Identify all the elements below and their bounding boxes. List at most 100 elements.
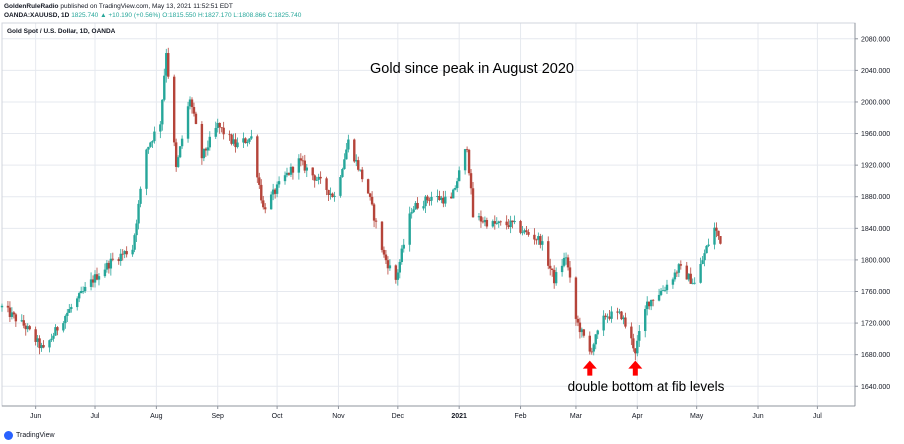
candle-body bbox=[232, 139, 235, 144]
candle-body bbox=[457, 170, 461, 182]
candle-body bbox=[109, 258, 113, 269]
candle-body bbox=[163, 75, 166, 100]
candle-body bbox=[455, 181, 459, 189]
candle-body bbox=[311, 167, 314, 176]
candle bbox=[260, 179, 263, 204]
candle-body bbox=[400, 248, 403, 263]
candle-body bbox=[687, 273, 690, 280]
candle bbox=[438, 190, 441, 201]
candle-body bbox=[596, 330, 599, 335]
candle-body bbox=[52, 335, 55, 339]
candle-body bbox=[81, 291, 85, 292]
candle-body bbox=[14, 314, 18, 322]
candle-body bbox=[493, 221, 497, 224]
candle bbox=[202, 148, 206, 162]
candle bbox=[70, 303, 73, 313]
candle-body bbox=[119, 253, 122, 262]
candle bbox=[657, 288, 661, 302]
candle-body bbox=[576, 318, 580, 323]
candle bbox=[636, 335, 639, 357]
candle-body bbox=[297, 158, 301, 173]
candle bbox=[602, 310, 605, 336]
candle-body bbox=[442, 197, 445, 204]
candle bbox=[311, 167, 314, 181]
candle-body bbox=[194, 113, 198, 124]
candle-body bbox=[440, 197, 443, 201]
candle-body bbox=[176, 157, 180, 167]
candle-body bbox=[665, 284, 669, 291]
candle bbox=[511, 220, 514, 229]
candle bbox=[28, 324, 31, 331]
candle-body bbox=[36, 338, 39, 342]
candle-body bbox=[594, 334, 597, 345]
candle bbox=[707, 238, 710, 248]
candle bbox=[305, 163, 308, 178]
candle bbox=[258, 172, 261, 189]
candle bbox=[491, 219, 495, 228]
candle bbox=[590, 347, 593, 355]
candle bbox=[139, 186, 142, 208]
candle bbox=[645, 296, 649, 316]
tradingview-logo-icon bbox=[4, 431, 13, 440]
time-axis[interactable]: Jun Jul Aug Sep Oct Nov Dec 2021 Feb Mar Apr May Jun… bbox=[2, 405, 855, 420]
candle bbox=[455, 177, 459, 193]
candle-body bbox=[111, 258, 115, 260]
candle bbox=[172, 74, 176, 147]
candle-body bbox=[436, 196, 439, 197]
instrument-label: Gold Spot / U.S. Dollar, 1D, OANDA bbox=[7, 28, 116, 35]
candle-body bbox=[345, 149, 348, 160]
candle-body bbox=[153, 131, 156, 142]
candle bbox=[412, 206, 415, 214]
candle-body bbox=[68, 309, 71, 313]
candle-body bbox=[374, 220, 378, 222]
candle bbox=[178, 146, 182, 159]
price-tick-label: 1960.000 bbox=[861, 131, 890, 138]
candle-body bbox=[410, 212, 413, 214]
candle bbox=[192, 102, 196, 117]
candle bbox=[394, 264, 398, 284]
candle-body bbox=[83, 286, 87, 292]
candle bbox=[675, 270, 679, 277]
candle-body bbox=[305, 167, 308, 171]
candle-body bbox=[204, 148, 208, 151]
footer-brand[interactable]: TradingView bbox=[16, 432, 55, 439]
candle-body bbox=[103, 269, 107, 277]
candle-body bbox=[283, 175, 287, 182]
candle-body bbox=[244, 138, 247, 144]
candle bbox=[521, 226, 524, 236]
candle-body bbox=[178, 146, 182, 158]
candle-body bbox=[165, 53, 168, 76]
candle bbox=[36, 335, 39, 348]
time-tick-label: Mar bbox=[570, 413, 583, 420]
candle bbox=[303, 154, 307, 174]
candle bbox=[327, 189, 330, 202]
candle-body bbox=[450, 196, 453, 199]
candle-body bbox=[622, 317, 625, 320]
candle bbox=[91, 275, 95, 288]
candle-body bbox=[299, 158, 303, 161]
author-name[interactable]: GoldenRuleRadio bbox=[4, 3, 59, 10]
candle bbox=[594, 333, 597, 350]
candle-body bbox=[214, 128, 217, 137]
candle-body bbox=[355, 160, 358, 162]
candle-body bbox=[6, 305, 10, 308]
candle-body bbox=[691, 283, 694, 285]
price-axis[interactable]: 2080.000 2040.000 2000.000 1960.000 1920.000… bbox=[854, 23, 890, 406]
candle-body bbox=[519, 220, 522, 233]
candle bbox=[22, 315, 25, 329]
candle-body bbox=[317, 176, 320, 180]
candle bbox=[596, 329, 599, 339]
candle bbox=[485, 217, 489, 229]
candle-body bbox=[632, 338, 635, 349]
candle bbox=[107, 260, 111, 274]
candle-body bbox=[64, 315, 67, 324]
candle bbox=[103, 263, 107, 278]
candle-body bbox=[616, 311, 619, 313]
candle bbox=[208, 131, 212, 151]
candle bbox=[360, 166, 364, 183]
candle bbox=[533, 228, 536, 245]
candle-body bbox=[693, 282, 696, 284]
candle-body bbox=[131, 249, 134, 255]
candle-body bbox=[329, 193, 332, 196]
